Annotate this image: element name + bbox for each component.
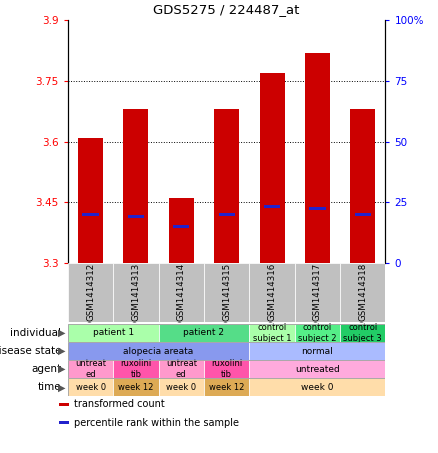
Bar — [204, 263, 249, 322]
Bar — [68, 263, 113, 322]
Bar — [159, 378, 204, 396]
Text: week 12: week 12 — [209, 383, 244, 392]
Text: ▶: ▶ — [58, 346, 66, 356]
Bar — [295, 263, 340, 322]
Text: GSM1414316: GSM1414316 — [268, 263, 276, 321]
Text: GSM1414313: GSM1414313 — [131, 263, 141, 321]
Bar — [113, 360, 159, 378]
Bar — [124, 109, 148, 263]
Bar — [249, 324, 295, 342]
Text: ▶: ▶ — [58, 382, 66, 392]
Bar — [340, 263, 385, 322]
Text: GSM1414315: GSM1414315 — [222, 263, 231, 321]
Text: patient 1: patient 1 — [93, 328, 134, 337]
Text: percentile rank within the sample: percentile rank within the sample — [74, 418, 239, 428]
Text: agent: agent — [31, 364, 61, 374]
Text: ruxolini
tib: ruxolini tib — [120, 360, 152, 379]
Text: untreat
ed: untreat ed — [166, 360, 197, 379]
Bar — [249, 342, 385, 360]
Text: patient 2: patient 2 — [184, 328, 225, 337]
Bar — [249, 378, 385, 396]
Bar — [340, 324, 385, 342]
Text: ruxolini
tib: ruxolini tib — [211, 360, 242, 379]
Bar — [159, 360, 204, 378]
Bar — [68, 324, 159, 342]
Text: week 0: week 0 — [166, 383, 196, 392]
Text: control
subject 1: control subject 1 — [253, 323, 291, 342]
Title: GDS5275 / 224487_at: GDS5275 / 224487_at — [153, 4, 300, 16]
Text: ▶: ▶ — [58, 328, 66, 338]
Text: untreat
ed: untreat ed — [75, 360, 106, 379]
Bar — [68, 378, 113, 396]
Bar — [159, 263, 204, 322]
Bar — [249, 360, 385, 378]
Bar — [260, 73, 285, 263]
Text: transformed count: transformed count — [74, 399, 165, 410]
Bar — [59, 421, 69, 424]
Bar — [82, 212, 99, 216]
Bar — [169, 198, 194, 263]
Bar — [305, 53, 330, 263]
Bar — [355, 212, 371, 216]
Bar — [219, 212, 235, 216]
Bar — [113, 263, 159, 322]
Text: normal: normal — [301, 347, 333, 356]
Bar — [78, 138, 103, 263]
Bar — [249, 263, 295, 322]
Text: GSM1414317: GSM1414317 — [313, 263, 322, 321]
Text: ▶: ▶ — [58, 364, 66, 374]
Text: control
subject 3: control subject 3 — [343, 323, 382, 342]
Text: alopecia areata: alopecia areata — [124, 347, 194, 356]
Text: GSM1414312: GSM1414312 — [86, 263, 95, 321]
Text: week 0: week 0 — [75, 383, 106, 392]
Bar — [68, 342, 249, 360]
Bar — [309, 207, 325, 210]
Text: disease state: disease state — [0, 346, 61, 356]
Bar — [68, 360, 113, 378]
Bar — [295, 324, 340, 342]
Text: GSM1414314: GSM1414314 — [177, 263, 186, 321]
Text: week 12: week 12 — [118, 383, 154, 392]
Bar — [173, 225, 189, 228]
Bar — [113, 378, 159, 396]
Text: week 0: week 0 — [301, 383, 334, 392]
Text: untreated: untreated — [295, 365, 340, 374]
Text: time: time — [38, 382, 61, 392]
Bar — [159, 324, 249, 342]
Bar — [204, 360, 249, 378]
Bar — [59, 403, 69, 406]
Bar — [204, 378, 249, 396]
Bar — [214, 109, 239, 263]
Text: control
subject 2: control subject 2 — [298, 323, 337, 342]
Bar — [128, 215, 144, 218]
Bar — [264, 205, 280, 208]
Bar — [350, 109, 375, 263]
Text: GSM1414318: GSM1414318 — [358, 263, 367, 321]
Text: individual: individual — [11, 328, 61, 338]
